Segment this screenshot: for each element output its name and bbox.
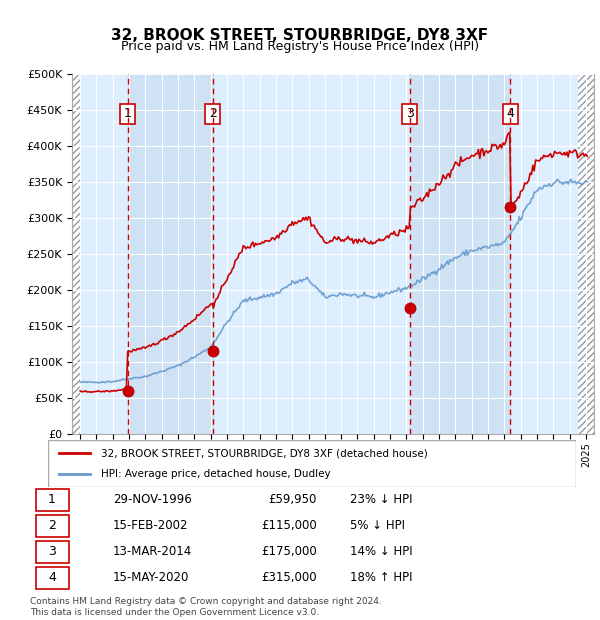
Text: 14% ↓ HPI: 14% ↓ HPI [350, 546, 413, 558]
Text: 3: 3 [48, 546, 56, 558]
Bar [72, 74, 80, 434]
FancyBboxPatch shape [35, 489, 68, 511]
FancyBboxPatch shape [35, 541, 68, 563]
Text: 1: 1 [124, 107, 131, 120]
Text: 3: 3 [406, 107, 413, 120]
Text: 23% ↓ HPI: 23% ↓ HPI [350, 494, 413, 506]
Bar [410, 74, 511, 434]
FancyBboxPatch shape [48, 440, 576, 487]
Text: £115,000: £115,000 [261, 520, 317, 532]
Text: 15-FEB-2002: 15-FEB-2002 [113, 520, 188, 532]
Bar [578, 74, 594, 434]
Text: 1: 1 [48, 494, 56, 506]
Bar [578, 74, 594, 434]
Text: 29-NOV-1996: 29-NOV-1996 [113, 494, 191, 506]
Text: £175,000: £175,000 [261, 546, 317, 558]
Text: HPI: Average price, detached house, Dudley: HPI: Average price, detached house, Dudl… [101, 469, 331, 479]
Text: 32, BROOK STREET, STOURBRIDGE, DY8 3XF (detached house): 32, BROOK STREET, STOURBRIDGE, DY8 3XF (… [101, 448, 428, 458]
Text: £59,950: £59,950 [269, 494, 317, 506]
Text: Price paid vs. HM Land Registry's House Price Index (HPI): Price paid vs. HM Land Registry's House … [121, 40, 479, 53]
Text: 2: 2 [48, 520, 56, 532]
Text: Contains HM Land Registry data © Crown copyright and database right 2024.
This d: Contains HM Land Registry data © Crown c… [30, 598, 382, 617]
Text: 13-MAR-2014: 13-MAR-2014 [113, 546, 192, 558]
Bar [72, 74, 80, 434]
Text: 5% ↓ HPI: 5% ↓ HPI [350, 520, 405, 532]
Text: 4: 4 [506, 107, 514, 120]
Text: £315,000: £315,000 [262, 572, 317, 584]
FancyBboxPatch shape [35, 515, 68, 536]
FancyBboxPatch shape [35, 567, 68, 589]
Text: 32, BROOK STREET, STOURBRIDGE, DY8 3XF: 32, BROOK STREET, STOURBRIDGE, DY8 3XF [112, 28, 488, 43]
Text: 2: 2 [209, 107, 217, 120]
Text: 4: 4 [48, 572, 56, 584]
Bar [128, 74, 212, 434]
Text: 15-MAY-2020: 15-MAY-2020 [113, 572, 189, 584]
Text: 18% ↑ HPI: 18% ↑ HPI [350, 572, 413, 584]
